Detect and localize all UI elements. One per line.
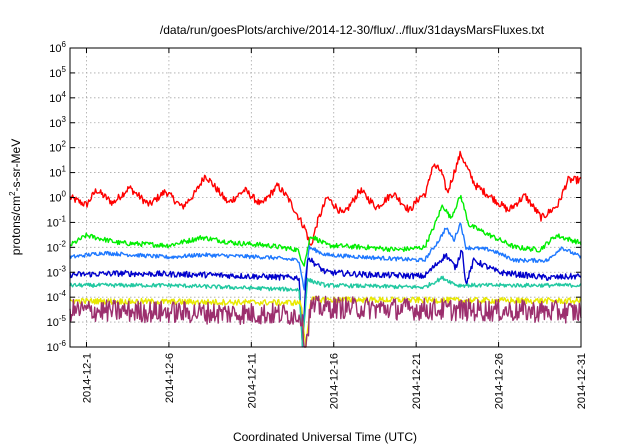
y-axis-label-sup: 2 bbox=[8, 191, 17, 196]
y-tick-label: 103 bbox=[49, 115, 66, 130]
y-tick-label: 10-6 bbox=[47, 339, 67, 354]
y-tick-label: 10-3 bbox=[47, 264, 67, 279]
x-axis-label: Coordinated Universal Time (UTC) bbox=[233, 430, 417, 444]
y-tick-label: 102 bbox=[49, 140, 66, 155]
series-line-5 bbox=[69, 275, 582, 347]
y-axis-label: protons/cm2-s-sr-MeV bbox=[8, 139, 23, 255]
x-axis: 2014-12-1 2014-12-6 2014-12-11 2014-12-16 20… bbox=[81, 48, 588, 409]
y-axis-label-suffix: -s-sr-MeV bbox=[9, 139, 23, 192]
x-tick-label: 2014-12-11 bbox=[246, 353, 258, 408]
chart-title: /data/run/goesPlots/archive/2014-12-30/f… bbox=[160, 23, 545, 37]
y-tick-label: 100 bbox=[49, 190, 66, 205]
y-axis: 10-6 10-5 10-4 10-3 10-2 10-1 100 101 102 103 104 1… bbox=[47, 40, 581, 354]
x-tick-label: 2014-12-1 bbox=[81, 353, 93, 403]
y-tick-label: 101 bbox=[49, 165, 66, 180]
y-tick-label: 106 bbox=[49, 40, 66, 55]
series-line-7 bbox=[69, 295, 582, 348]
y-tick-label: 104 bbox=[49, 90, 66, 105]
y-tick-label: 10-5 bbox=[47, 314, 67, 329]
y-axis-label-prefix: protons/cm bbox=[9, 196, 23, 255]
x-tick-label: 2014-12-6 bbox=[164, 353, 176, 403]
x-tick-label: 2014-12-26 bbox=[494, 353, 506, 409]
y-tick-label: 10-4 bbox=[47, 289, 67, 304]
x-tick-label: 2014-12-21 bbox=[411, 353, 423, 409]
x-tick-label: 2014-12-16 bbox=[329, 353, 341, 409]
series-line-1 bbox=[69, 150, 582, 246]
x-tick-label: 2014-12-31 bbox=[576, 353, 588, 409]
series-line-2 bbox=[69, 194, 582, 267]
y-tick-label: 10-1 bbox=[47, 214, 67, 229]
y-tick-label: 10-2 bbox=[47, 239, 67, 254]
series-line-3 bbox=[69, 222, 582, 291]
series-layer bbox=[69, 150, 582, 348]
series-line-4 bbox=[69, 249, 582, 348]
y-tick-label: 105 bbox=[49, 65, 66, 80]
